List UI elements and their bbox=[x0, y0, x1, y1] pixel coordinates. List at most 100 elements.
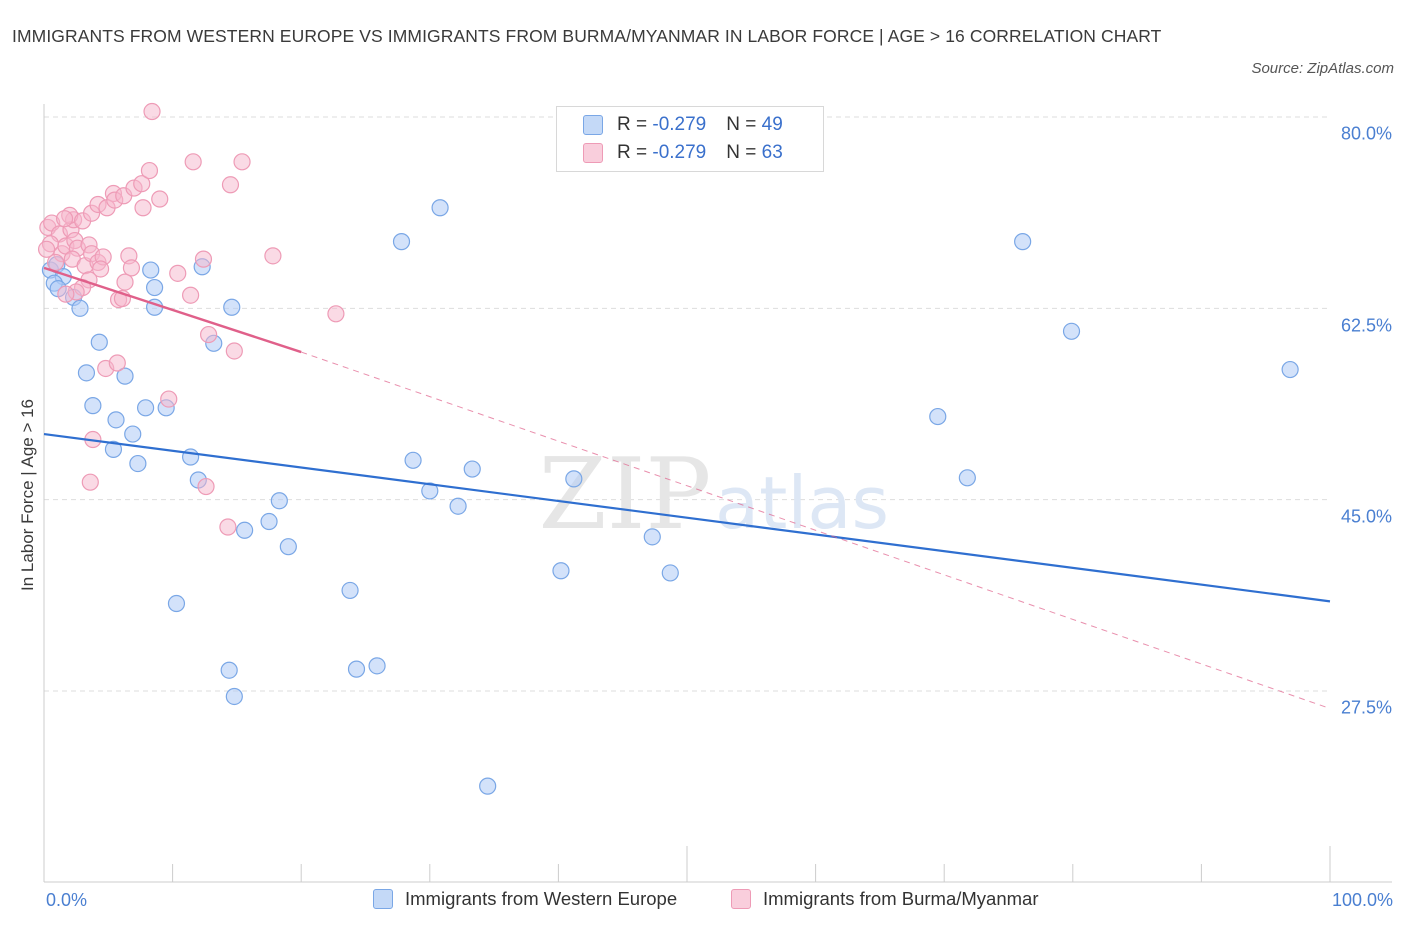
data-point-burma-myanmar bbox=[134, 199, 152, 217]
data-point-burma-myanmar bbox=[200, 325, 218, 344]
data-point-western-europe bbox=[643, 528, 661, 546]
data-point-burma-myanmar bbox=[160, 390, 178, 408]
data-point-burma-myanmar bbox=[108, 354, 126, 372]
bottom-legend-swatch-pink bbox=[731, 889, 751, 909]
data-point-western-europe bbox=[565, 470, 583, 488]
data-point-burma-myanmar bbox=[219, 518, 237, 536]
data-point-western-europe bbox=[1014, 233, 1032, 251]
chart-source: Source: ZipAtlas.com bbox=[1251, 60, 1394, 77]
data-point-western-europe bbox=[661, 564, 679, 582]
watermark: ZIP atlas bbox=[539, 438, 889, 552]
data-point-western-europe bbox=[392, 233, 411, 251]
data-point-burma-myanmar bbox=[151, 190, 169, 208]
y-tick-label: 80.0% bbox=[1340, 123, 1392, 144]
data-point-burma-myanmar bbox=[81, 473, 99, 491]
bottom-legend-swatch-blue bbox=[373, 889, 393, 909]
data-point-western-europe bbox=[236, 521, 254, 539]
data-point-burma-myanmar bbox=[197, 477, 215, 496]
data-point-burma-myanmar bbox=[143, 102, 161, 121]
data-point-western-europe bbox=[552, 562, 570, 580]
data-point-western-europe bbox=[90, 333, 108, 351]
data-point-western-europe bbox=[1062, 322, 1081, 340]
data-point-western-europe bbox=[220, 661, 238, 679]
legend-n-label: N = bbox=[726, 114, 762, 135]
data-point-burma-myanmar bbox=[327, 305, 345, 323]
trend-line-burma-myanmar-extension bbox=[301, 351, 1331, 709]
y-axis-label: In Labor Force | Age > 16 bbox=[18, 398, 37, 592]
trend-line-western-europe bbox=[43, 432, 1331, 603]
data-point-western-europe bbox=[463, 460, 481, 478]
data-point-burma-myanmar bbox=[169, 264, 187, 282]
y-tick-label: 27.5% bbox=[1340, 697, 1392, 718]
bottom-legend-label: Immigrants from Western Europe bbox=[405, 888, 678, 909]
data-point-western-europe bbox=[223, 298, 241, 316]
data-point-western-europe bbox=[225, 687, 243, 706]
x-tick-label: 100.0% bbox=[1331, 890, 1393, 910]
data-point-western-europe bbox=[107, 411, 125, 429]
trend-lines bbox=[43, 266, 1331, 709]
data-point-western-europe bbox=[347, 660, 366, 678]
data-point-burma-myanmar bbox=[182, 286, 200, 304]
data-point-burma-myanmar bbox=[221, 176, 240, 194]
data-point-burma-myanmar bbox=[140, 161, 159, 180]
data-point-burma-myanmar bbox=[57, 285, 75, 303]
trend-line-burma-myanmar bbox=[43, 266, 302, 354]
data-point-western-europe bbox=[270, 492, 288, 510]
data-point-burma-myanmar bbox=[233, 153, 251, 171]
legend-n-value: 49 bbox=[761, 114, 783, 135]
data-point-burma-myanmar bbox=[91, 260, 110, 278]
data-point-western-europe bbox=[341, 581, 359, 600]
data-point-western-europe bbox=[929, 407, 947, 426]
data-point-burma-myanmar bbox=[194, 250, 213, 268]
data-point-western-europe bbox=[77, 364, 96, 382]
data-point-western-europe bbox=[1281, 360, 1299, 379]
x-tick-label: 0.0% bbox=[46, 890, 88, 910]
legend-r-value: -0.279 bbox=[652, 114, 707, 135]
series-burma-myanmar bbox=[37, 102, 345, 536]
legend-row-western-europe: R = -0.279 N = 49 bbox=[583, 111, 783, 139]
data-point-burma-myanmar bbox=[37, 240, 56, 258]
bottom-legend-western-europe: Immigrants from Western Europe bbox=[373, 888, 677, 910]
data-point-western-europe bbox=[84, 397, 102, 415]
data-point-western-europe bbox=[145, 278, 164, 297]
legend-n-value: 63 bbox=[761, 142, 783, 163]
data-point-western-europe bbox=[479, 777, 497, 795]
legend-r-value: -0.279 bbox=[652, 142, 707, 163]
data-point-western-europe bbox=[124, 425, 142, 443]
data-point-western-europe bbox=[404, 451, 422, 469]
y-tick-label: 45.0% bbox=[1340, 506, 1392, 527]
y-tick-label: 62.5% bbox=[1340, 315, 1392, 336]
data-point-burma-myanmar bbox=[46, 253, 65, 272]
data-point-western-europe bbox=[142, 261, 160, 279]
bottom-legend-label: Immigrants from Burma/Myanmar bbox=[763, 888, 1039, 909]
data-point-western-europe bbox=[260, 512, 278, 531]
bottom-legend-burma-myanmar: Immigrants from Burma/Myanmar bbox=[731, 888, 1039, 910]
data-point-burma-myanmar bbox=[133, 175, 151, 193]
data-point-western-europe bbox=[104, 440, 123, 458]
grid-lines bbox=[44, 116, 1330, 692]
data-point-burma-myanmar bbox=[264, 247, 282, 265]
data-point-burma-myanmar bbox=[122, 259, 141, 277]
watermark-zip: ZIP bbox=[539, 438, 712, 552]
data-point-western-europe bbox=[129, 454, 147, 473]
legend-swatch-blue bbox=[583, 115, 603, 135]
data-point-burma-myanmar bbox=[225, 342, 243, 360]
data-point-burma-myanmar bbox=[116, 273, 134, 291]
data-point-burma-myanmar bbox=[55, 210, 74, 228]
legend-swatch-pink bbox=[583, 143, 603, 163]
stats-legend: R = -0.279 N = 49 R = -0.279 N = 63 bbox=[556, 106, 824, 172]
legend-n-label: N = bbox=[726, 142, 762, 163]
data-point-western-europe bbox=[136, 399, 155, 417]
data-point-western-europe bbox=[279, 538, 297, 556]
chart-title: IMMIGRANTS FROM WESTERN EUROPE VS IMMIGR… bbox=[12, 26, 1162, 46]
legend-r-label: R = bbox=[617, 114, 653, 135]
data-point-western-europe bbox=[449, 497, 467, 515]
data-point-western-europe bbox=[431, 199, 449, 217]
data-point-burma-myanmar bbox=[184, 153, 202, 171]
data-point-western-europe bbox=[368, 657, 386, 675]
watermark-atlas: atlas bbox=[715, 461, 889, 545]
data-point-western-europe bbox=[167, 594, 186, 613]
legend-row-burma-myanmar: R = -0.279 N = 63 bbox=[583, 139, 783, 167]
data-point-western-europe bbox=[116, 367, 134, 385]
